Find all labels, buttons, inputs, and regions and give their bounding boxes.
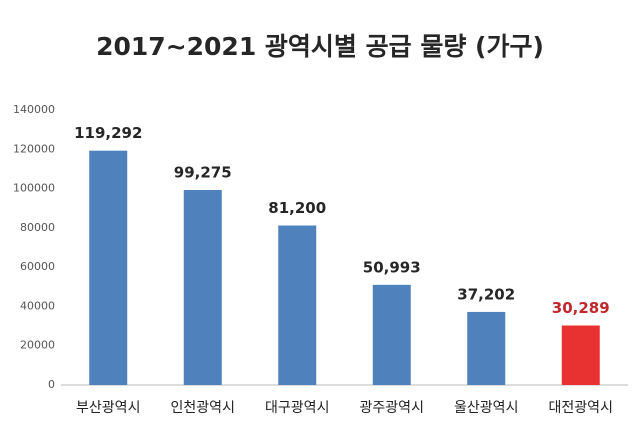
x-tick-label: 대구광역시 <box>265 400 329 416</box>
y-tick-label: 120000 <box>13 142 55 155</box>
y-tick-label: 40000 <box>20 299 55 312</box>
bar <box>278 225 317 385</box>
bar <box>89 150 128 385</box>
y-tick-label: 20000 <box>20 339 55 352</box>
value-label: 81,200 <box>268 199 326 217</box>
value-label: 30,289 <box>552 299 610 317</box>
value-label: 37,202 <box>457 285 515 303</box>
bar <box>372 284 411 385</box>
y-tick-label: 80000 <box>20 221 55 234</box>
bar <box>467 311 506 385</box>
value-label: 99,275 <box>174 163 232 181</box>
y-tick-label: 140000 <box>13 103 55 116</box>
x-tick-label: 인천광역시 <box>171 400 235 416</box>
x-tick-label: 대전광역시 <box>549 400 613 416</box>
y-tick-label: 60000 <box>20 260 55 273</box>
x-tick-label: 광주광역시 <box>360 400 424 416</box>
y-tick-label: 0 <box>48 378 55 391</box>
x-tick-label: 울산광역시 <box>454 400 518 416</box>
y-tick-label: 100000 <box>13 182 55 195</box>
value-label: 119,292 <box>74 124 142 142</box>
bar <box>561 325 600 385</box>
x-tick-label: 부산광역시 <box>76 400 140 416</box>
bar <box>183 189 222 385</box>
chart-title: 2017~2021 광역시별 공급 물량 (가구) <box>96 32 544 61</box>
value-label: 50,993 <box>363 258 421 276</box>
